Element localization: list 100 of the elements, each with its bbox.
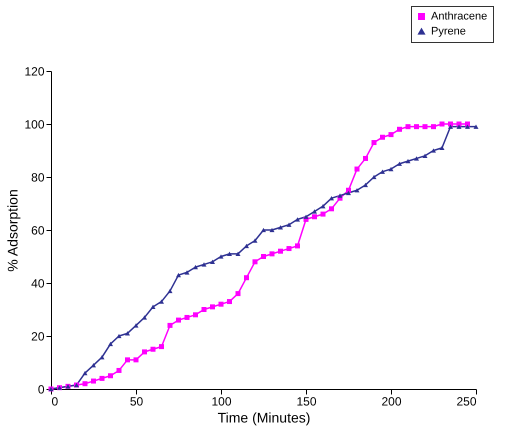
- x-tick-label: 100: [211, 394, 232, 408]
- point: [142, 349, 147, 354]
- point: [150, 304, 156, 310]
- point: [372, 140, 376, 146]
- point: [108, 373, 113, 378]
- point: [168, 322, 172, 328]
- point: [346, 190, 351, 196]
- point: [116, 334, 122, 338]
- point: [397, 126, 402, 132]
- point: [193, 312, 198, 318]
- point: [295, 243, 300, 248]
- point: [142, 315, 147, 320]
- point: [193, 264, 198, 270]
- point: [329, 196, 334, 200]
- point: [278, 248, 283, 254]
- point: [278, 225, 283, 230]
- point: [320, 204, 326, 208]
- point: [406, 158, 410, 164]
- point: [414, 124, 419, 130]
- point: [431, 124, 436, 130]
- x-tick-label: 150: [296, 394, 317, 408]
- point: [125, 357, 130, 362]
- point: [108, 342, 113, 346]
- point: [202, 262, 206, 267]
- point: [320, 212, 326, 217]
- point: [456, 122, 462, 126]
- point: [150, 346, 156, 352]
- point: [422, 154, 428, 158]
- point: [168, 288, 172, 294]
- point: [465, 122, 470, 126]
- y-tick-label: 60: [31, 224, 45, 238]
- y-tick-label: 0: [38, 382, 45, 396]
- point: [261, 228, 266, 232]
- point: [372, 174, 376, 180]
- point: [236, 252, 240, 256]
- point: [440, 146, 444, 150]
- point: [354, 188, 360, 192]
- y-axis-title: % Adsorption: [4, 189, 20, 272]
- point: [100, 376, 104, 381]
- point: [286, 222, 292, 227]
- x-tick-label: 0: [52, 394, 58, 408]
- point: [406, 124, 410, 130]
- point: [380, 134, 385, 140]
- point: [134, 357, 138, 362]
- point: [363, 156, 368, 161]
- point: [448, 124, 453, 129]
- x-tick-label: 200: [381, 394, 402, 408]
- point: [270, 251, 274, 256]
- point: [210, 260, 215, 264]
- y-tick-label: 80: [31, 170, 45, 184]
- point: [286, 246, 292, 252]
- point: [448, 122, 453, 126]
- point: [210, 304, 215, 310]
- point: [363, 182, 368, 188]
- point: [440, 122, 444, 126]
- point: [218, 254, 224, 259]
- y-tick-label: 100: [24, 118, 45, 132]
- x-tick-label: 250: [456, 394, 477, 408]
- point: [380, 170, 385, 174]
- point: [354, 166, 360, 172]
- point: [465, 124, 470, 129]
- point: [184, 314, 190, 320]
- point: [159, 344, 164, 350]
- point: [227, 252, 232, 256]
- legend-label: Pyrene: [431, 26, 466, 38]
- point: [312, 214, 317, 220]
- point: [125, 331, 130, 336]
- point: [252, 259, 258, 264]
- point: [244, 244, 249, 248]
- y-tick-label: 40: [31, 276, 45, 290]
- point: [397, 162, 402, 166]
- point: [422, 124, 428, 130]
- point: [304, 214, 308, 219]
- point: [456, 124, 462, 129]
- legend-label: Anthracene: [431, 10, 488, 22]
- point: [312, 209, 317, 214]
- point: [270, 228, 274, 232]
- y-tick-label: 20: [31, 330, 45, 344]
- point: [474, 124, 478, 129]
- x-axis-title: Time (Minutes): [218, 410, 310, 426]
- point: [244, 275, 249, 280]
- point: [100, 355, 104, 360]
- point: [82, 370, 88, 376]
- point: [184, 270, 190, 275]
- point: [252, 238, 258, 243]
- point: [295, 217, 300, 222]
- point: [329, 206, 334, 212]
- point: [91, 362, 96, 368]
- point: [261, 254, 266, 259]
- point: [91, 378, 96, 384]
- x-tick-label: 50: [130, 394, 144, 408]
- point: [176, 318, 181, 323]
- point: [82, 381, 88, 386]
- point: [236, 291, 240, 296]
- point: [388, 132, 394, 138]
- point: [134, 323, 138, 328]
- point: [227, 299, 232, 304]
- point: [218, 302, 224, 307]
- point: [202, 307, 206, 312]
- point: [116, 368, 122, 373]
